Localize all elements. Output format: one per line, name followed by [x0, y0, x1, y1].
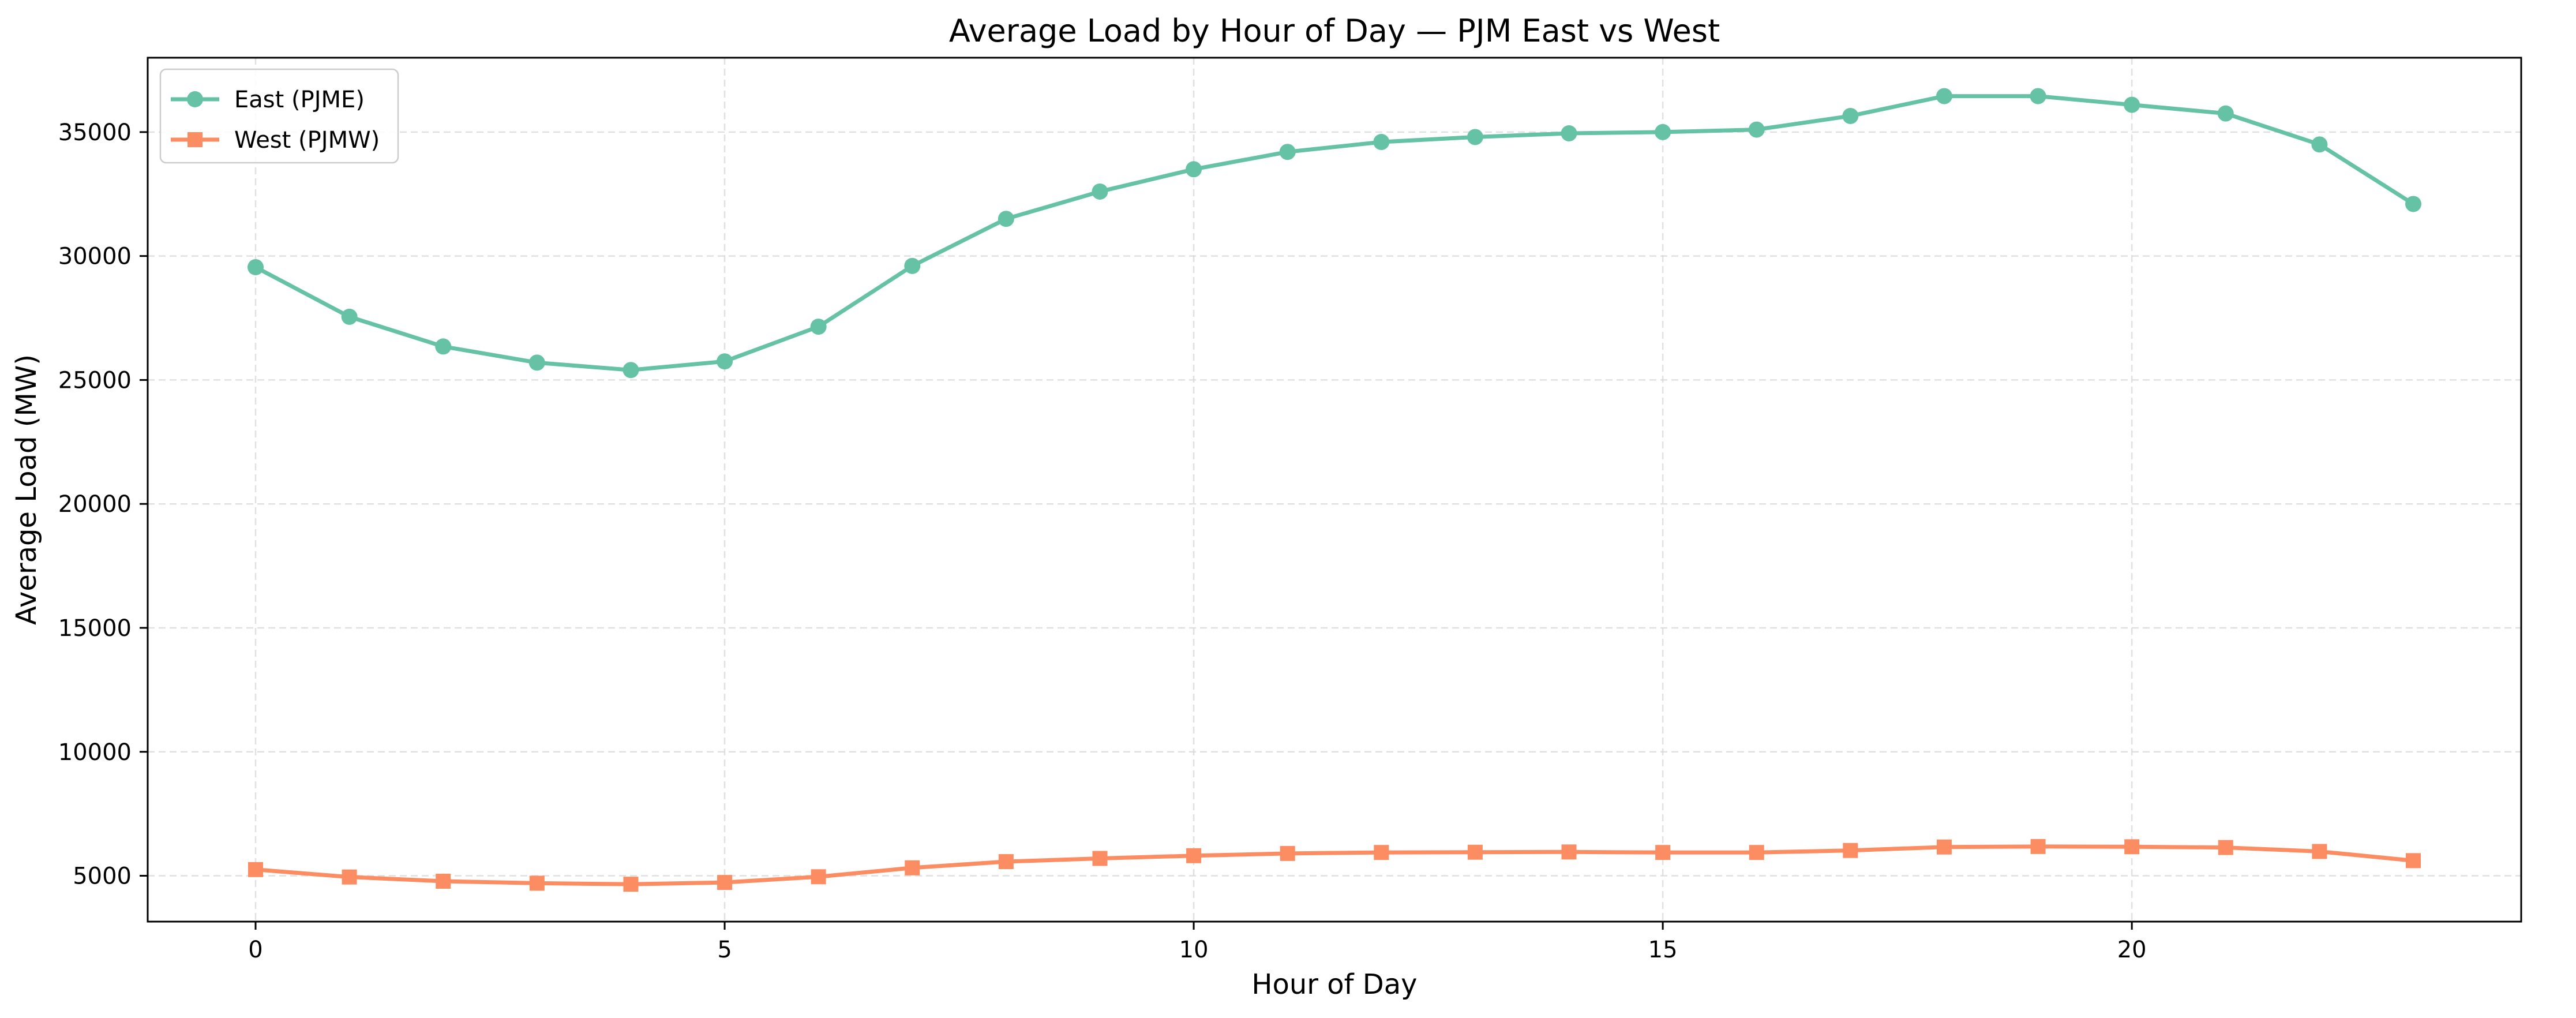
y-tick-label: 30000 — [58, 244, 132, 270]
data-point — [998, 211, 1014, 227]
data-point — [1373, 134, 1390, 151]
legend-label: East (PJME) — [234, 87, 365, 113]
data-point — [905, 860, 920, 875]
x-tick-label: 15 — [1648, 937, 1678, 963]
x-axis-label: Hour of Day — [1251, 968, 1417, 1001]
data-point — [1842, 107, 1859, 124]
data-point — [1936, 88, 1952, 104]
series-line — [253, 94, 2416, 372]
data-point — [528, 354, 545, 371]
plot-axes: 0 5 10 15 20 5000 10000 15000 20000 25000 30000 350… — [58, 57, 2522, 963]
data-point — [1280, 845, 1295, 861]
legend-marker — [187, 91, 203, 107]
data-point — [1279, 144, 1296, 160]
data-point — [248, 862, 263, 877]
series-line — [253, 844, 2416, 886]
data-point — [1843, 843, 1858, 858]
x-tick-label: 20 — [2117, 937, 2147, 963]
plot-frame — [147, 57, 2522, 923]
data-point — [623, 877, 639, 892]
data-point — [1092, 183, 1108, 200]
data-point — [998, 854, 1014, 870]
data-point — [1467, 844, 1483, 860]
data-point — [1374, 845, 1389, 860]
data-point — [2217, 105, 2234, 122]
data-point — [2406, 853, 2421, 869]
data-point — [811, 869, 826, 885]
y-tick-label: 20000 — [58, 491, 132, 518]
data-point — [1467, 129, 1483, 145]
legend-item: East (PJME) — [171, 87, 365, 113]
y-tick-label: 15000 — [58, 615, 132, 642]
data-point — [1936, 839, 1952, 855]
data-point — [436, 873, 451, 889]
data-series — [248, 88, 2421, 892]
data-point — [1561, 844, 1577, 860]
chart-title: Average Load by Hour of Day — PJM East v… — [949, 13, 1720, 49]
data-point — [1748, 121, 1765, 138]
legend-label: West (PJMW) — [234, 127, 380, 154]
data-point — [2030, 839, 2046, 854]
data-point — [1655, 123, 1671, 140]
data-point — [904, 257, 921, 274]
y-axis-label: Average Load (MW) — [10, 354, 43, 625]
data-point — [2311, 136, 2328, 153]
data-point — [1655, 845, 1671, 860]
legend-item: West (PJMW) — [171, 127, 380, 154]
legend-marker — [188, 132, 203, 147]
data-point — [1186, 161, 1202, 178]
x-tick-label: 5 — [717, 937, 732, 963]
grid-lines — [148, 58, 2521, 922]
data-point — [2030, 88, 2046, 104]
y-tick-label: 35000 — [58, 119, 132, 146]
data-point — [2124, 839, 2140, 855]
series-east — [248, 88, 2421, 379]
data-point — [342, 869, 357, 885]
data-point — [529, 875, 545, 891]
data-point — [810, 319, 827, 335]
x-tick-label: 10 — [1179, 937, 1209, 963]
data-point — [341, 308, 358, 325]
data-point — [1186, 848, 1202, 863]
data-point — [2405, 196, 2421, 212]
data-point — [2124, 96, 2140, 113]
series-west — [248, 839, 2421, 892]
data-point — [717, 875, 733, 890]
legend-box — [159, 68, 399, 164]
data-point — [1092, 851, 1108, 866]
y-tick-label: 10000 — [58, 739, 132, 766]
legend: East (PJME) West (PJMW) — [159, 68, 399, 164]
y-tick-label: 25000 — [58, 367, 132, 394]
data-point — [2218, 840, 2233, 855]
data-point — [623, 362, 639, 379]
data-point — [2312, 844, 2327, 859]
data-point — [248, 259, 264, 275]
x-tick-label: 0 — [248, 937, 263, 963]
y-tick-label: 5000 — [73, 863, 132, 890]
data-point — [717, 353, 733, 370]
data-point — [1561, 125, 1577, 142]
data-point — [1749, 845, 1764, 860]
data-point — [435, 338, 452, 355]
